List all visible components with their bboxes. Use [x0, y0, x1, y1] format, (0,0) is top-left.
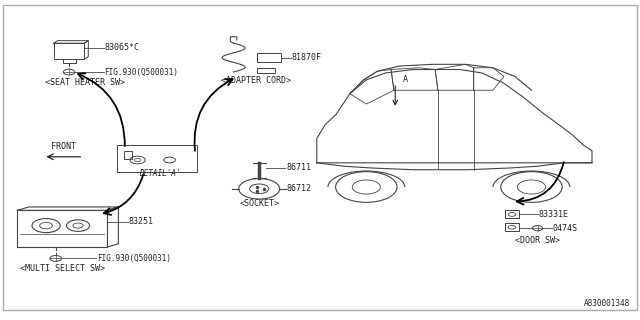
- Text: FRONT: FRONT: [51, 142, 76, 151]
- FancyArrowPatch shape: [104, 175, 143, 215]
- Text: FIG.930(Q500031): FIG.930(Q500031): [104, 68, 179, 76]
- Bar: [116, 145, 197, 172]
- Bar: [54, 43, 84, 59]
- Bar: [505, 211, 519, 218]
- Bar: [257, 68, 275, 73]
- Text: FIG.930(Q500031): FIG.930(Q500031): [97, 254, 171, 263]
- Text: <SOCKET>: <SOCKET>: [239, 199, 279, 208]
- Bar: [257, 53, 281, 62]
- Text: DETAIL'A': DETAIL'A': [139, 169, 181, 178]
- Text: A830001348: A830001348: [584, 299, 630, 308]
- Text: 83251: 83251: [129, 217, 154, 226]
- Text: 86712: 86712: [286, 184, 311, 193]
- Text: A: A: [403, 75, 408, 84]
- Text: 83331E: 83331E: [539, 210, 569, 219]
- Text: 0474S: 0474S: [552, 224, 577, 233]
- Text: 86711: 86711: [286, 164, 311, 172]
- Text: <MULTI SELECT SW>: <MULTI SELECT SW>: [20, 264, 104, 273]
- FancyArrowPatch shape: [78, 73, 125, 146]
- Text: <SEAT HEATER SW>: <SEAT HEATER SW>: [45, 78, 125, 87]
- Bar: [124, 151, 132, 159]
- Text: 83065*C: 83065*C: [104, 44, 140, 52]
- FancyArrowPatch shape: [195, 79, 232, 151]
- FancyArrowPatch shape: [516, 162, 564, 204]
- Text: 81870F: 81870F: [292, 53, 322, 62]
- Text: <ADAPTER CORD>: <ADAPTER CORD>: [221, 76, 291, 85]
- Text: <DOOR SW>: <DOOR SW>: [515, 236, 560, 245]
- Bar: [505, 223, 519, 231]
